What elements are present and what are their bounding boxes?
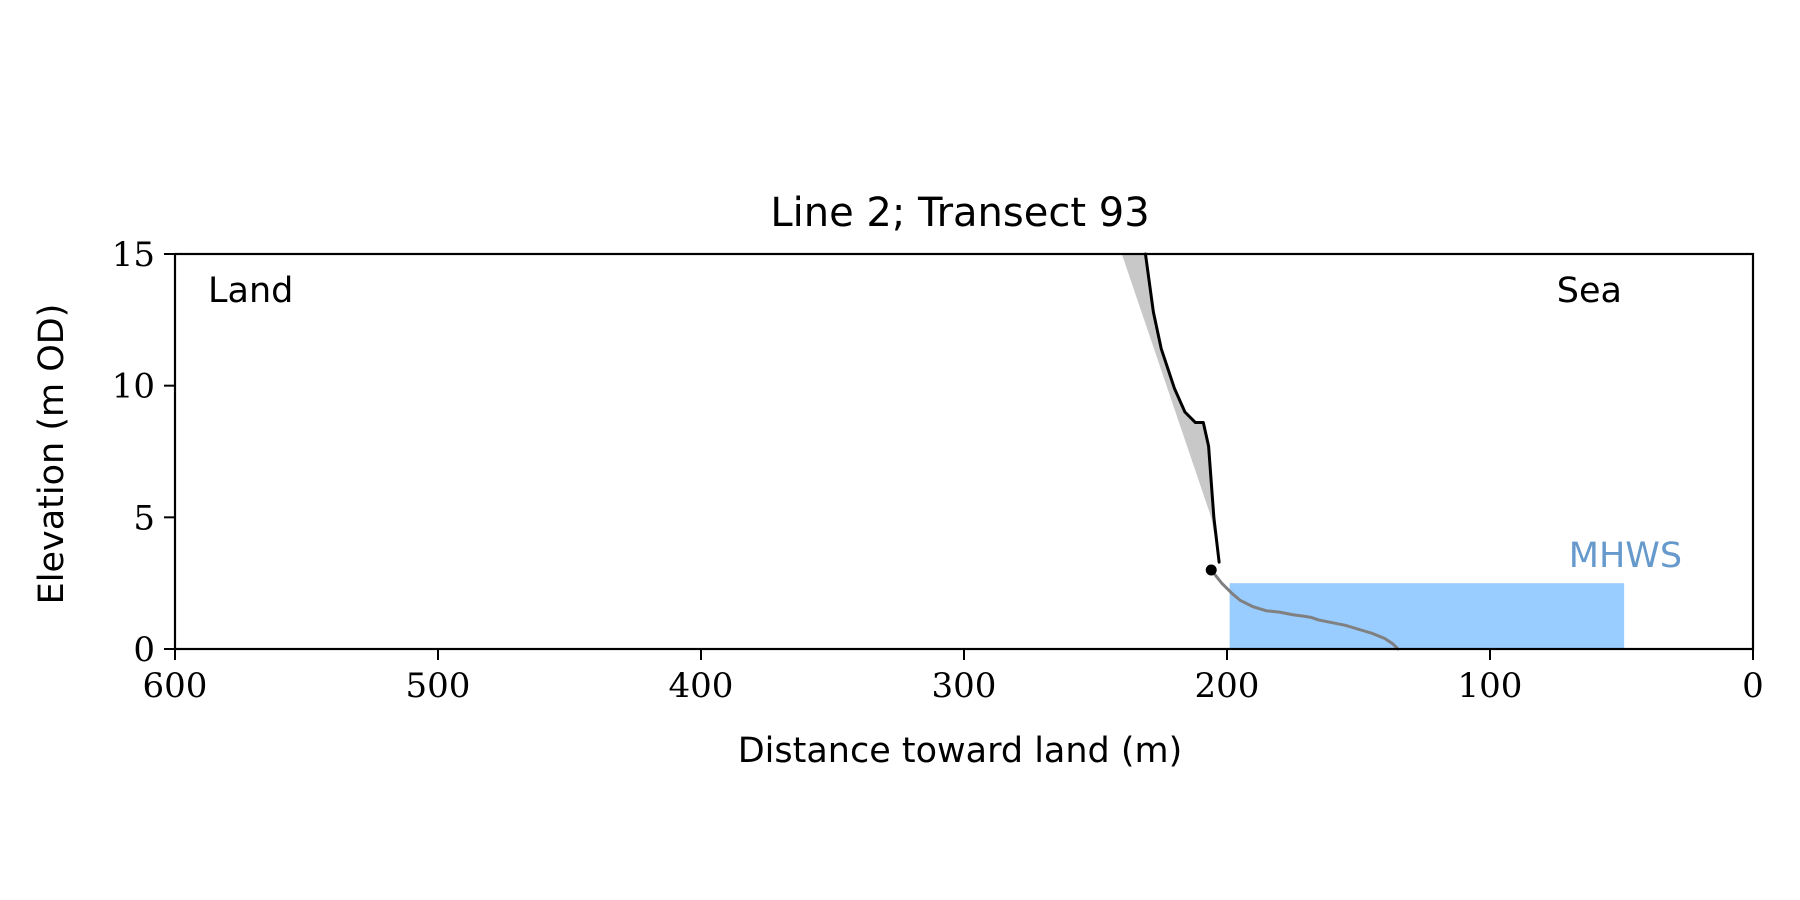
cliff-top-marker bbox=[1205, 564, 1217, 576]
y-axis-label: Elevation (m OD) bbox=[32, 304, 72, 605]
x-tick-label: 500 bbox=[406, 666, 471, 706]
y-tick-label: 15 bbox=[112, 235, 155, 275]
annotations-layer: Land Sea MHWS bbox=[208, 271, 1682, 576]
x-tick-label: 0 bbox=[1742, 666, 1764, 706]
chart-title: Line 2; Transect 93 bbox=[770, 190, 1149, 236]
cliff-profile-line bbox=[1143, 252, 1221, 564]
x-tick-label: 200 bbox=[1195, 666, 1260, 706]
envelope-region bbox=[1121, 254, 1220, 563]
x-tick-label: 100 bbox=[1458, 666, 1523, 706]
beach-profile-line bbox=[1209, 568, 1400, 651]
annotation-sea: Sea bbox=[1557, 271, 1622, 311]
y-tick-label: 0 bbox=[133, 630, 155, 670]
annotation-land: Land bbox=[208, 271, 293, 311]
annotation-mhws: MHWS bbox=[1569, 536, 1682, 576]
mhws-water-region bbox=[1229, 583, 1625, 649]
regions-layer bbox=[1121, 254, 1625, 649]
x-tick-label: 600 bbox=[143, 666, 208, 706]
series-layer bbox=[1143, 252, 1400, 651]
x-tick-label: 300 bbox=[932, 666, 997, 706]
y-axis-ticks: 0 5 10 15 bbox=[112, 235, 175, 670]
x-axis-label: Distance toward land (m) bbox=[738, 731, 1183, 771]
x-axis-ticks: 600 500 400 300 200 100 0 bbox=[143, 649, 1764, 706]
y-tick-label: 10 bbox=[112, 367, 155, 407]
y-tick-label: 5 bbox=[133, 498, 155, 538]
x-tick-label: 400 bbox=[669, 666, 734, 706]
